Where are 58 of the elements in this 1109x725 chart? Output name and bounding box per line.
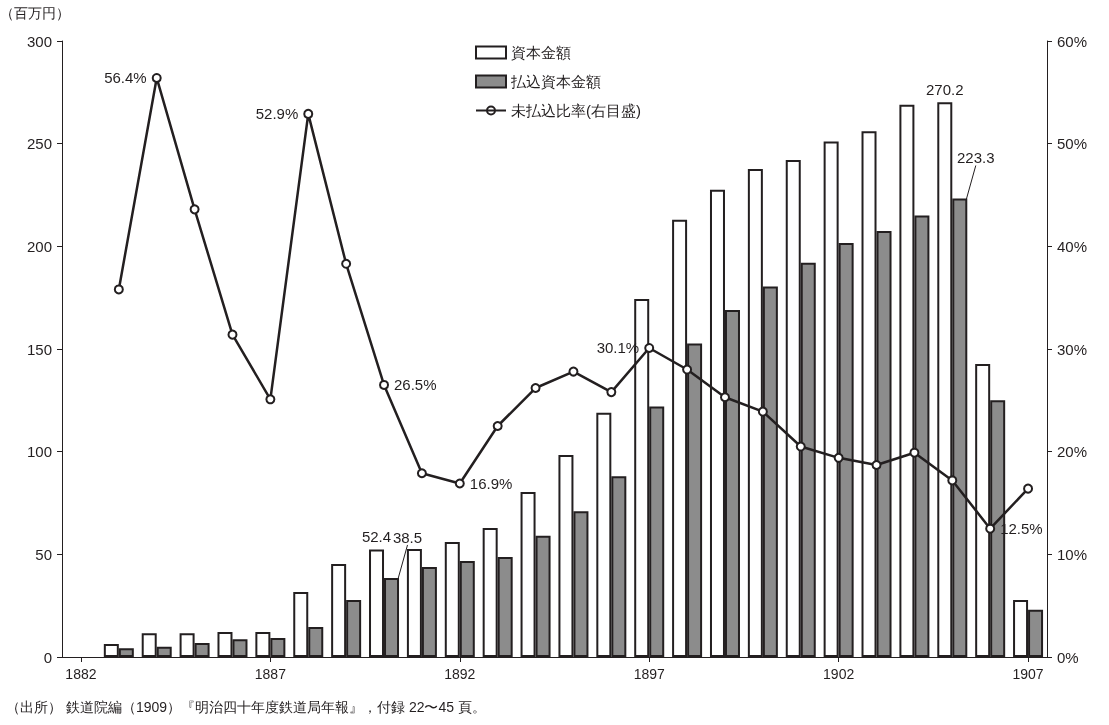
point — [833, 452, 844, 463]
x-tick-label: 1897 — [633, 666, 665, 682]
y2-tick-label: 60% — [1057, 32, 1088, 50]
data-label: 56.4% — [104, 69, 147, 87]
point — [606, 387, 617, 398]
point — [985, 523, 996, 534]
y2-tick-label: 20% — [1057, 443, 1088, 461]
point — [227, 329, 238, 340]
x-tick-label: 1902 — [823, 666, 855, 682]
point — [757, 406, 768, 417]
text: （出所） 鉄道院編（1909）『明治四十年度鉄道局年報』，付録 22〜45 頁。 — [6, 699, 486, 715]
y-tick-label: 150 — [26, 340, 52, 358]
data-label: 16.9% — [469, 474, 513, 492]
point — [379, 379, 390, 390]
point — [151, 72, 162, 83]
x-tick-label: 1907 — [1012, 666, 1044, 682]
point — [492, 421, 503, 431]
point — [189, 204, 200, 215]
data-label: 52.9% — [255, 105, 299, 123]
y-tick-label: 50 — [35, 545, 52, 563]
point — [644, 342, 655, 353]
point — [530, 383, 541, 394]
data-label: 52.4 — [361, 528, 392, 546]
point — [454, 478, 465, 489]
point — [1023, 483, 1034, 494]
legend-label: 未払込比率(右目盛) — [511, 102, 641, 119]
point — [265, 394, 276, 405]
point — [947, 475, 958, 486]
x-tick-label: 1892 — [444, 666, 476, 682]
y-tick-label: 200 — [26, 237, 52, 255]
point — [113, 284, 124, 295]
point — [795, 441, 806, 452]
y-tick-label: 250 — [26, 135, 52, 153]
y-tick-label: 100 — [26, 443, 52, 461]
data-label: 223.3 — [957, 149, 995, 167]
legend-label: 資本金額 — [511, 44, 571, 61]
y2-tick-label: 40% — [1057, 237, 1088, 255]
point — [871, 460, 882, 471]
data-label: 38.5 — [392, 528, 423, 546]
x-tick-label: 1882 — [65, 666, 97, 682]
point — [909, 447, 920, 458]
legend-label: 払込資本金額 — [510, 73, 601, 90]
y2-tick-label: 30% — [1057, 340, 1088, 358]
y2-tick-label: 0% — [1057, 648, 1079, 666]
x-tick-label: 1887 — [254, 666, 287, 682]
point — [719, 392, 730, 403]
point — [303, 108, 314, 119]
y-tick-label: 300 — [26, 32, 52, 50]
y-tick-label: 0 — [43, 648, 52, 666]
point — [341, 258, 352, 269]
point — [568, 366, 579, 377]
data-label: 26.5% — [394, 376, 437, 394]
point — [682, 364, 693, 375]
point — [416, 468, 427, 479]
y-axis-title: （百万円） — [0, 5, 70, 21]
y2-tick-label: 10% — [1057, 545, 1088, 563]
y2-tick-label: 50% — [1057, 135, 1088, 153]
data-label: 270.2 — [926, 81, 964, 99]
